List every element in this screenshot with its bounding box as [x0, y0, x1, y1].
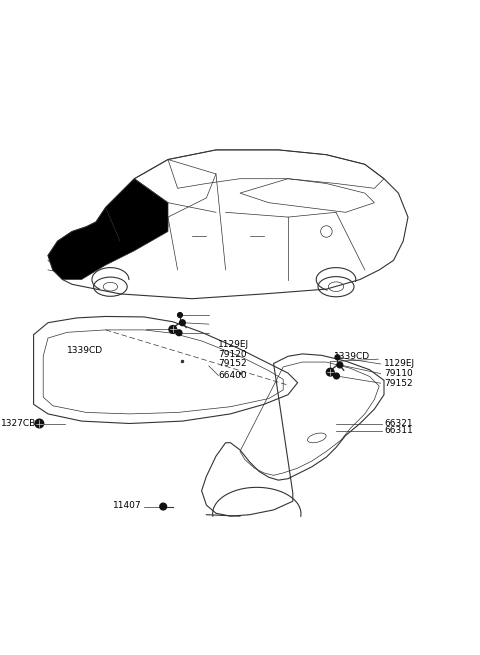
Text: 66400: 66400 — [218, 371, 247, 380]
Text: 11407: 11407 — [113, 500, 142, 510]
Text: 1327CB: 1327CB — [1, 419, 36, 428]
Text: 1339CD: 1339CD — [67, 346, 103, 355]
Text: 1339CD: 1339CD — [334, 352, 370, 361]
Text: 79152: 79152 — [384, 379, 413, 388]
Text: 1129EJ: 1129EJ — [218, 340, 250, 349]
Text: 79110: 79110 — [384, 369, 413, 378]
Text: 79152: 79152 — [218, 358, 247, 367]
Text: 79120: 79120 — [218, 350, 247, 359]
Circle shape — [169, 326, 177, 333]
Text: 66321: 66321 — [384, 419, 413, 428]
Circle shape — [178, 312, 182, 318]
Circle shape — [337, 362, 343, 368]
Circle shape — [35, 419, 44, 428]
Circle shape — [176, 330, 182, 335]
Circle shape — [180, 320, 185, 326]
Text: 66311: 66311 — [384, 426, 413, 435]
Circle shape — [335, 355, 340, 360]
Circle shape — [334, 373, 339, 379]
Text: 1129EJ: 1129EJ — [384, 360, 415, 369]
Circle shape — [326, 368, 334, 376]
Circle shape — [160, 503, 167, 510]
Polygon shape — [48, 179, 168, 280]
